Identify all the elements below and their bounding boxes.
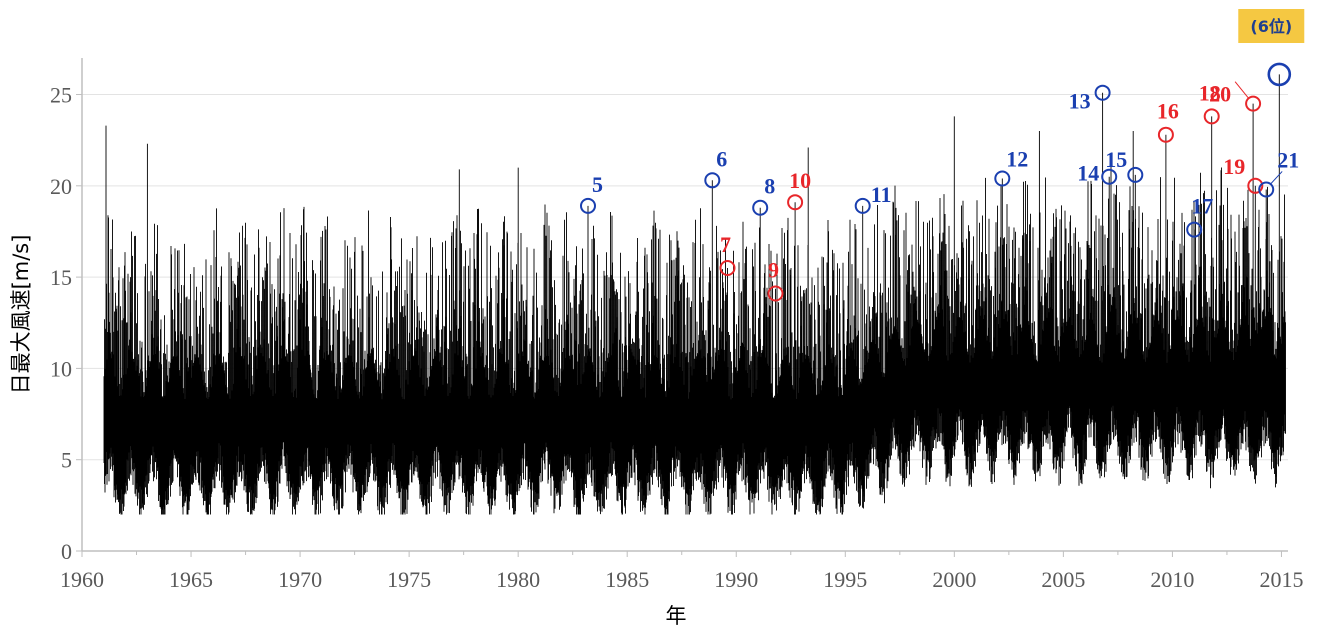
x-axis-ticks: 1960 1965 1970 1975 1980 1985 1990 1995 2000 2005…	[60, 551, 1303, 592]
annotation-label: 13	[1069, 89, 1091, 114]
annotation-label: 10	[789, 168, 811, 193]
y-tick-label: 0	[61, 539, 72, 564]
rank-badge-background	[1238, 9, 1305, 43]
highlight-circle	[1245, 95, 1262, 112]
rank-badge: (6位)	[1238, 9, 1305, 43]
x-tick-label: 1990	[714, 567, 758, 592]
highlight-circle	[719, 260, 736, 276]
annotation-label: 12	[1006, 147, 1028, 172]
highlight-circle	[1101, 168, 1118, 185]
y-axis-ticks: 0 5 10 15 20 25	[50, 83, 82, 564]
y-tick-label: 5	[61, 448, 72, 473]
y-tick-label: 20	[50, 174, 72, 199]
y-tick-label: 25	[50, 83, 72, 108]
annotation-label: 16	[1157, 99, 1179, 124]
annotation-label: 17	[1191, 194, 1213, 219]
annotation-label: 19	[1223, 154, 1245, 179]
highlight-circle	[704, 172, 721, 189]
highlight-circle	[580, 197, 596, 214]
highlight-circle	[752, 199, 769, 216]
x-tick-label: 1985	[605, 567, 649, 592]
highlight-circle	[767, 285, 784, 302]
x-tick-label: 2005	[1041, 567, 1085, 592]
x-tick-label: 1995	[823, 567, 867, 592]
highlight-circle	[1247, 177, 1264, 194]
annotation-label: 9	[768, 258, 779, 283]
series-line	[103, 74, 1286, 515]
highlight-circle	[1258, 181, 1275, 198]
y-axis-title: 日最大風速[m/s]	[9, 235, 33, 395]
annotation-label: 11	[871, 182, 892, 207]
x-tick-label: 1970	[278, 567, 322, 592]
highlight-circle	[1127, 166, 1144, 183]
rank-badge-text: (6位)	[1250, 17, 1292, 36]
highlight-circle	[1267, 62, 1292, 87]
highlight-circle	[787, 194, 804, 211]
annotation-label: 6	[716, 146, 727, 171]
y-tick-label: 10	[50, 356, 72, 381]
data-series	[103, 74, 1286, 515]
x-tick-label: 1980	[496, 567, 540, 592]
highlight-circle	[994, 170, 1011, 187]
annotation-label: 18	[1199, 80, 1221, 105]
y-tick-label: 15	[50, 265, 72, 290]
highlight-circle	[1157, 126, 1174, 143]
x-tick-label: 1960	[60, 567, 104, 592]
highlight-circle	[854, 197, 871, 214]
x-tick-label: 2015	[1259, 567, 1303, 592]
x-tick-label: 1975	[387, 567, 431, 592]
highlight-circle	[1186, 221, 1203, 238]
x-tick-label: 2010	[1150, 567, 1194, 592]
annotation-label: 21	[1277, 148, 1299, 173]
axes	[81, 58, 1288, 552]
annotation-label: 20	[1209, 82, 1231, 107]
leader-line	[1269, 171, 1283, 185]
annotation-label: 7	[720, 232, 731, 257]
x-tick-label: 1965	[169, 567, 213, 592]
highlight-circle	[1203, 108, 1220, 125]
annotation-label: 15	[1105, 147, 1127, 172]
annotation-label: 5	[592, 172, 603, 197]
x-tick-label: 2000	[932, 567, 976, 592]
x-axis-title: 年	[666, 604, 687, 628]
annotation-label: 14	[1077, 161, 1099, 186]
annotation-label: 8	[764, 174, 775, 199]
leader-line	[1234, 81, 1249, 98]
highlight-circle	[1094, 84, 1111, 101]
